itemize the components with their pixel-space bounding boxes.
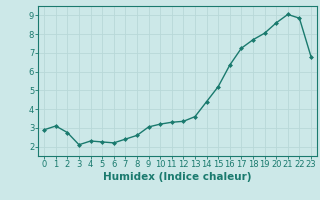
X-axis label: Humidex (Indice chaleur): Humidex (Indice chaleur) — [103, 172, 252, 182]
